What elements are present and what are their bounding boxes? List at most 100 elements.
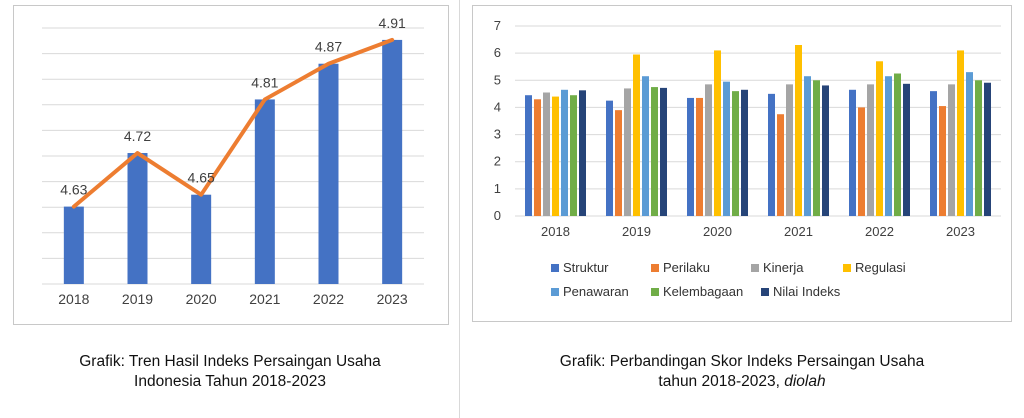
comparison-caption-italic: diolah: [784, 373, 826, 390]
data-label: 4.72: [124, 128, 151, 144]
legend-label: Struktur: [563, 260, 609, 275]
data-label: 4.87: [315, 39, 342, 55]
comparison-chart: 0 1 2 3 4 5 6 7 2018 2019 2020 2021 2022 2023: [494, 18, 1001, 239]
legend-swatch: [551, 287, 559, 296]
y-tick-label: 5: [494, 72, 501, 87]
bar-2020: [191, 194, 212, 284]
bar-penawaran-2022: [885, 76, 892, 216]
bar-kelembagaan-2018: [570, 95, 577, 216]
y-tick-label: 4: [494, 99, 501, 114]
legend-item-regulasi: Regulasi: [843, 260, 906, 275]
bar-nilai_indeks-2020: [741, 89, 748, 216]
comparison-legend: Struktur Perilaku Kinerja Regulasi Penawaran…: [473, 256, 1011, 316]
legend-item-kelembagaan: Kelembagaan: [651, 284, 743, 299]
comparison-caption-line2: tahun 2018-2023, diolah: [460, 372, 1024, 392]
data-label: 4.91: [379, 15, 406, 31]
bar-kinerja-2020: [705, 84, 712, 216]
x-tick-label: 2022: [313, 291, 344, 307]
trend-chart-caption: Grafik: Tren Hasil Indeks Persaingan Usa…: [0, 352, 460, 392]
bar-2023: [382, 39, 403, 284]
bar-regulasi-2021: [795, 45, 802, 216]
trend-chart: 2018 2019 2020 2021 2022 2023 4.63 4.72 4.65 4.81…: [42, 15, 424, 307]
legend-item-kinerja: Kinerja: [751, 260, 803, 275]
y-tick-label: 2: [494, 154, 501, 169]
bar-struktur-2023: [930, 91, 937, 216]
bar-struktur-2022: [849, 89, 856, 216]
y-tick-label: 0: [494, 208, 501, 223]
legend-swatch: [651, 263, 659, 272]
bar-kelembagaan-2023: [975, 80, 982, 217]
y-tick-label: 1: [494, 181, 501, 196]
x-tick-label: 2022: [865, 224, 894, 239]
bar-penawaran-2020: [723, 81, 730, 217]
data-label: 4.81: [251, 74, 278, 90]
bar-regulasi-2019: [633, 54, 640, 216]
legend-item-perilaku: Perilaku: [651, 260, 710, 275]
bar-perilaku-2022: [858, 107, 865, 216]
legend-label: Nilai Indeks: [773, 284, 841, 299]
bar-2022: [318, 63, 339, 284]
legend-item-penawaran: Penawaran: [551, 284, 629, 299]
bar-nilai_indeks-2022: [903, 83, 910, 216]
bar-struktur-2018: [525, 95, 532, 216]
x-tick-label: 2021: [249, 291, 280, 307]
bar-kinerja-2022: [867, 84, 874, 216]
x-tick-label: 2019: [622, 224, 651, 239]
legend-label: Penawaran: [563, 284, 629, 299]
bar-2018: [63, 206, 84, 284]
legend-item-struktur: Struktur: [551, 260, 609, 275]
bar-struktur-2021: [768, 93, 775, 216]
x-tick-label: 2020: [703, 224, 732, 239]
comparison-chart-caption: Grafik: Perbandingan Skor Indeks Persain…: [460, 352, 1024, 392]
bar-2021: [254, 99, 275, 284]
bar-regulasi-2022: [876, 61, 883, 217]
bar-kelembagaan-2020: [732, 91, 739, 216]
bar-penawaran-2023: [966, 72, 973, 217]
x-tick-label: 2023: [946, 224, 975, 239]
bar-struktur-2019: [606, 100, 613, 216]
trend-caption-line1: Grafik: Tren Hasil Indeks Persaingan Usa…: [79, 353, 381, 370]
bar-nilai_indeks-2021: [822, 85, 829, 216]
bar-kinerja-2023: [948, 84, 955, 216]
legend-label: Regulasi: [855, 260, 906, 275]
legend-swatch: [551, 263, 559, 272]
bar-kinerja-2018: [543, 92, 550, 216]
bar-kelembagaan-2021: [813, 80, 820, 217]
bar-penawaran-2018: [561, 89, 568, 216]
legend-swatch: [761, 287, 769, 296]
y-tick-label: 3: [494, 127, 501, 142]
legend-label: Perilaku: [663, 260, 710, 275]
bar-regulasi-2023: [957, 50, 964, 216]
bar-regulasi-2018: [552, 96, 559, 216]
data-label: 4.63: [60, 182, 87, 198]
x-tick-label: 2018: [541, 224, 570, 239]
data-label: 4.65: [188, 170, 215, 186]
bar-perilaku-2021: [777, 114, 784, 216]
bar-kinerja-2019: [624, 88, 631, 216]
legend-swatch: [843, 263, 851, 272]
trend-caption-line2: Indonesia Tahun 2018-2023: [134, 373, 326, 390]
bar-kinerja-2021: [786, 84, 793, 216]
bar-2019: [127, 153, 148, 284]
bar-nilai_indeks-2018: [579, 90, 586, 216]
legend-item-nilai_indeks: Nilai Indeks: [761, 284, 840, 299]
panel-divider: [459, 0, 460, 418]
bar-struktur-2020: [687, 97, 694, 216]
legend-swatch: [751, 263, 759, 272]
x-tick-label: 2020: [186, 291, 217, 307]
bar-perilaku-2018: [534, 99, 541, 216]
bar-perilaku-2020: [696, 97, 703, 216]
bar-penawaran-2019: [642, 76, 649, 216]
bar-nilai_indeks-2023: [984, 82, 991, 216]
legend-label: Kinerja: [763, 260, 804, 275]
y-tick-label: 6: [494, 45, 501, 60]
x-tick-label: 2021: [784, 224, 813, 239]
legend-swatch: [651, 287, 659, 296]
bar-nilai_indeks-2019: [660, 87, 667, 216]
right-panel: 0 1 2 3 4 5 6 7 2018 2019 2020 2021 2022 2023 Struktu…: [460, 0, 1024, 418]
trend-chart-frame: 2018 2019 2020 2021 2022 2023 4.63 4.72 4.65 4.81…: [13, 5, 449, 325]
legend-label: Kelembagaan: [663, 284, 744, 299]
comparison-caption-text: tahun 2018-2023,: [658, 373, 780, 390]
x-tick-label: 2018: [58, 291, 89, 307]
trend-line: [71, 37, 395, 209]
